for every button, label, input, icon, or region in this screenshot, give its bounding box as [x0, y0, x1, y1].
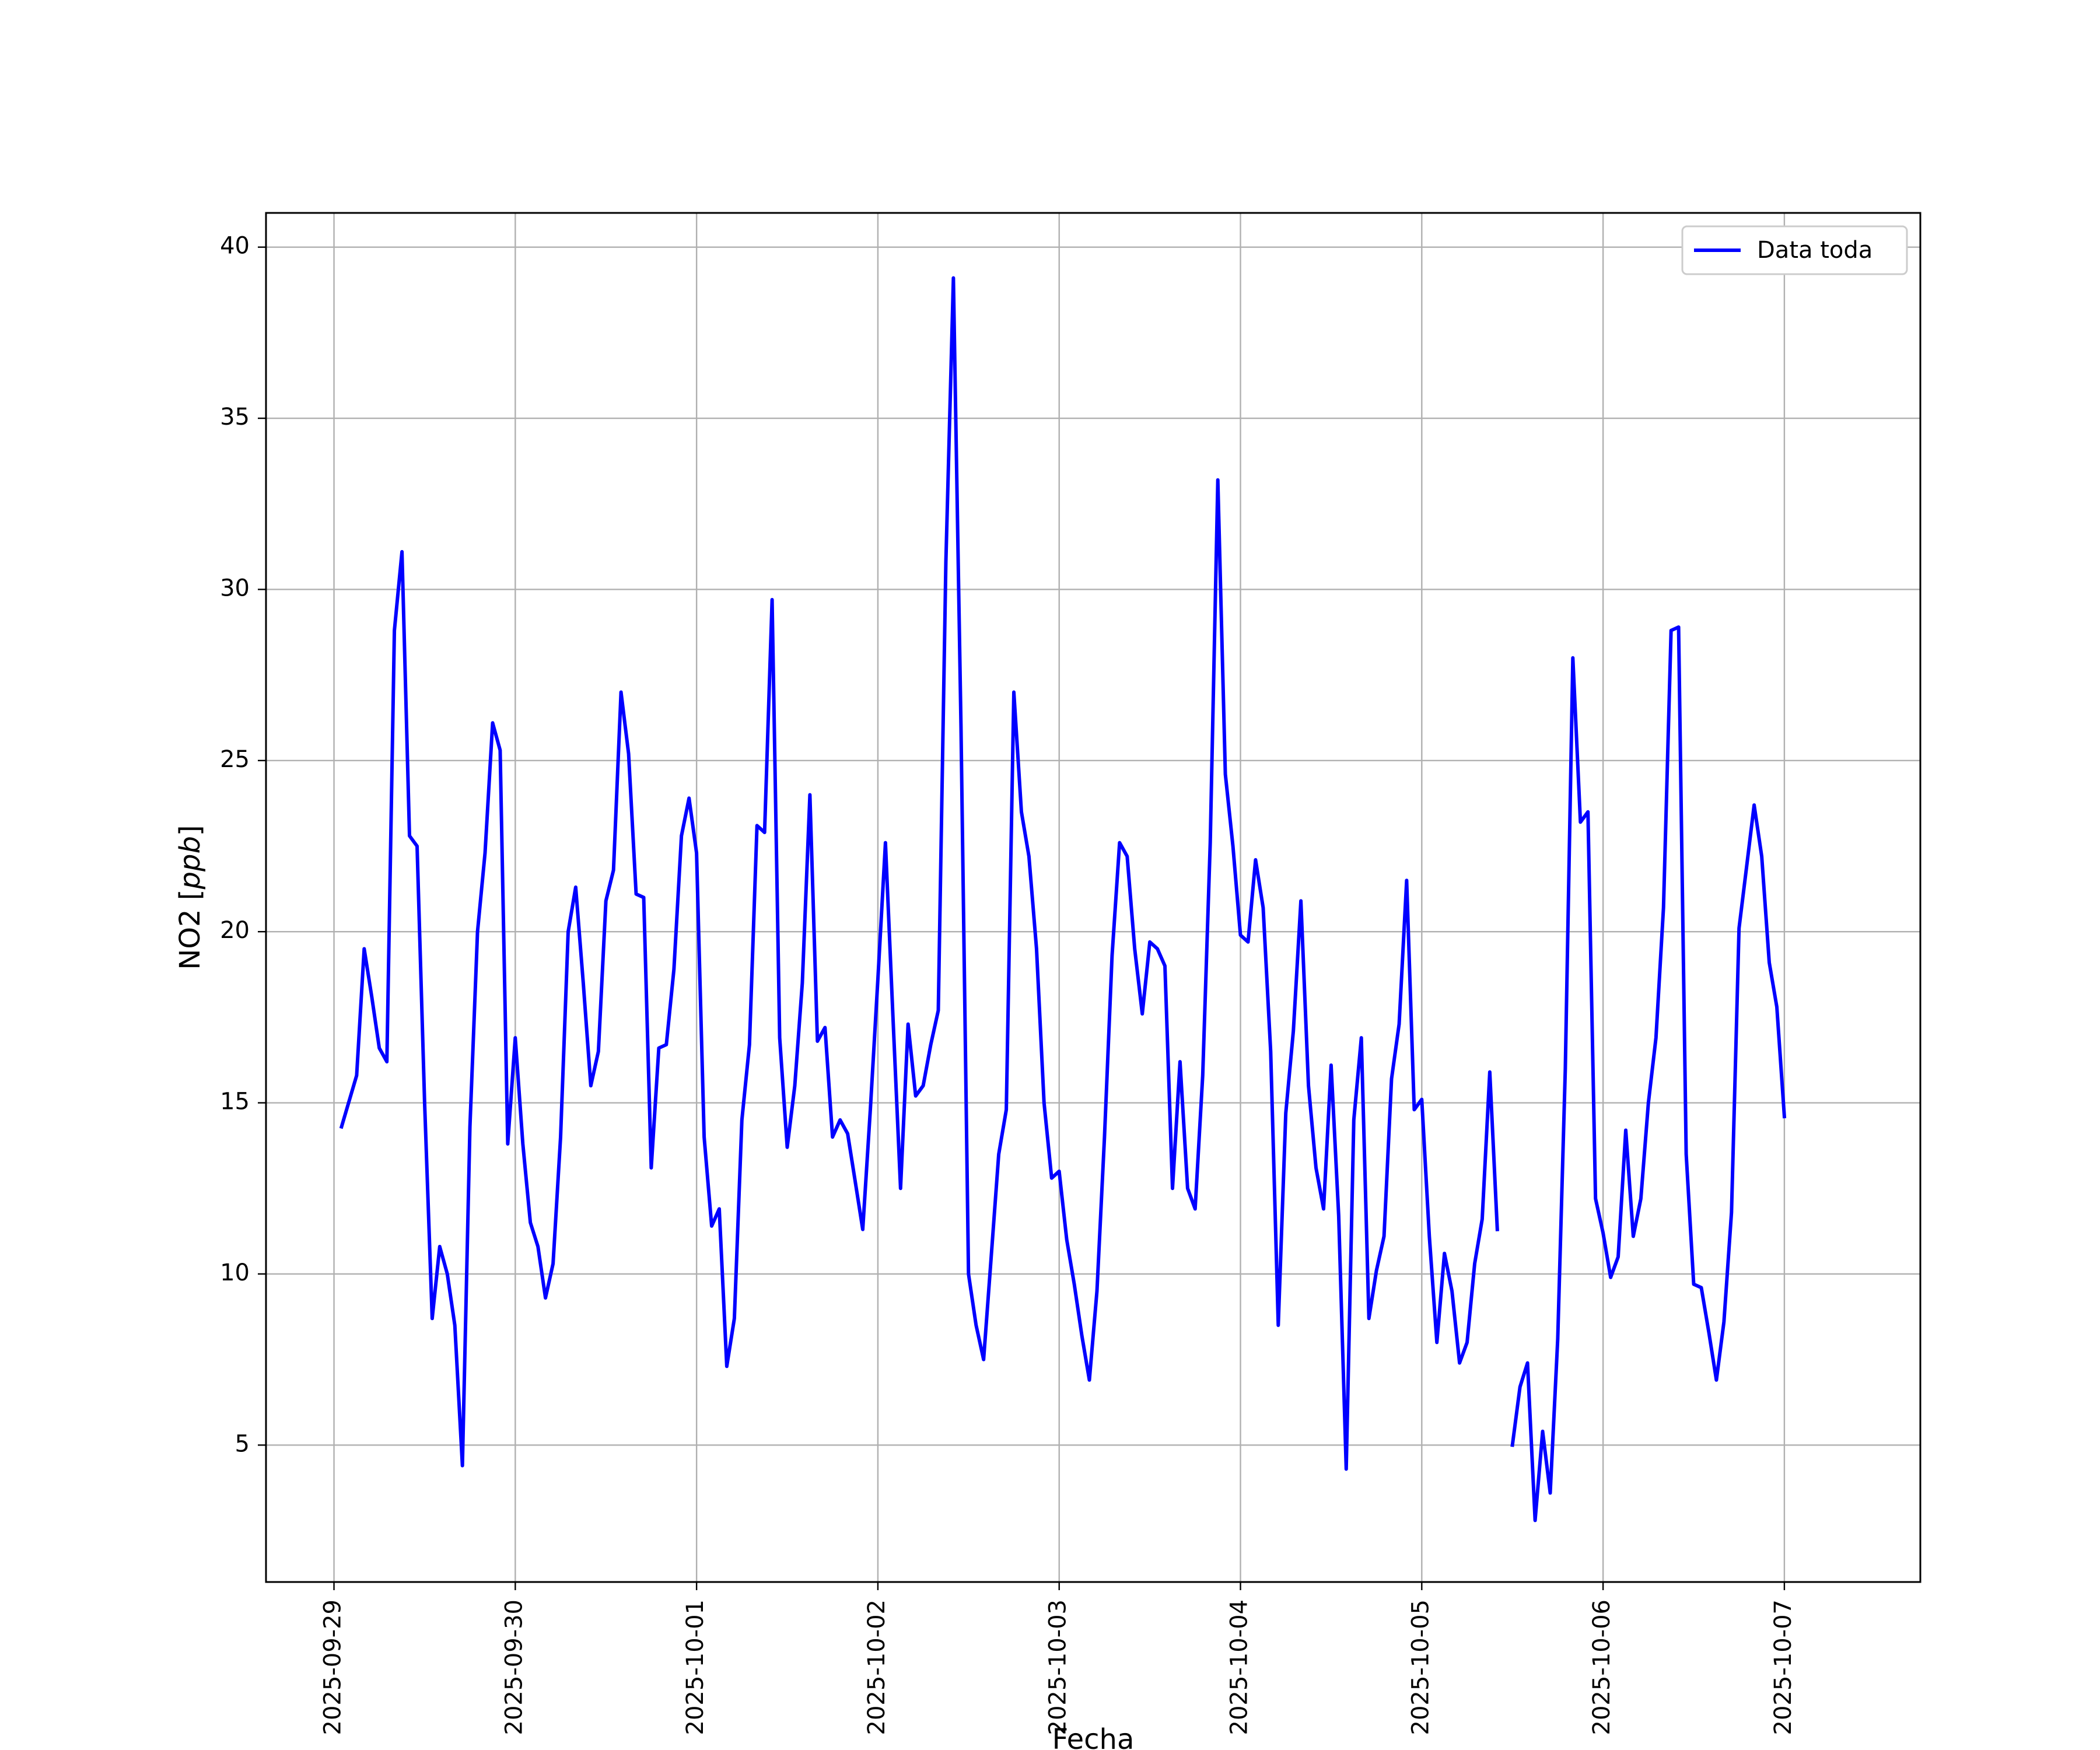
series-line	[339, 276, 1499, 1471]
grid	[266, 213, 1920, 1582]
series-layer	[339, 276, 1787, 1522]
y-axis-title-main: NO2 [	[174, 889, 206, 970]
y-tick-label: 5	[235, 1430, 250, 1457]
y-tick-label: 15	[220, 1088, 250, 1115]
y-tick-label: 10	[220, 1259, 250, 1286]
x-tick-label: 2025-09-29	[320, 1600, 346, 1735]
x-tick-label: 2025-10-02	[863, 1600, 890, 1735]
x-tick-label: 2025-10-04	[1226, 1600, 1253, 1735]
y-tick-label: 20	[220, 917, 250, 944]
legend-box	[1681, 225, 1908, 275]
y-tick-label: 35	[220, 404, 250, 430]
y-axis-title-unit: ppb	[174, 836, 206, 890]
series-line	[1510, 625, 1787, 1522]
x-tick-label: 2025-10-03	[1045, 1600, 1072, 1735]
y-tick-label: 40	[220, 233, 250, 260]
axis-ticks: 2025-09-29 2025-09-30 2025-10-01 2025-10-02…	[220, 233, 1797, 1735]
legend-label: Data toda	[1757, 237, 1873, 264]
x-tick-label: 2025-10-06	[1588, 1600, 1615, 1735]
plot-frame	[265, 212, 1922, 1583]
y-tick-label: 30	[220, 575, 250, 601]
y-tick-label: 25	[220, 746, 250, 773]
x-tick-label: 2025-10-07	[1770, 1600, 1797, 1735]
x-axis-title: Fecha	[1052, 1723, 1135, 1750]
y-axis-title: NO2 [ppb]	[174, 825, 206, 970]
y-axis-title-close: ]	[174, 825, 206, 836]
x-tick-label: 2025-09-30	[501, 1600, 527, 1735]
x-tick-label: 2025-10-05	[1407, 1600, 1434, 1735]
legend: Data toda	[1681, 225, 1908, 275]
x-tick-label: 2025-10-01	[682, 1600, 709, 1735]
